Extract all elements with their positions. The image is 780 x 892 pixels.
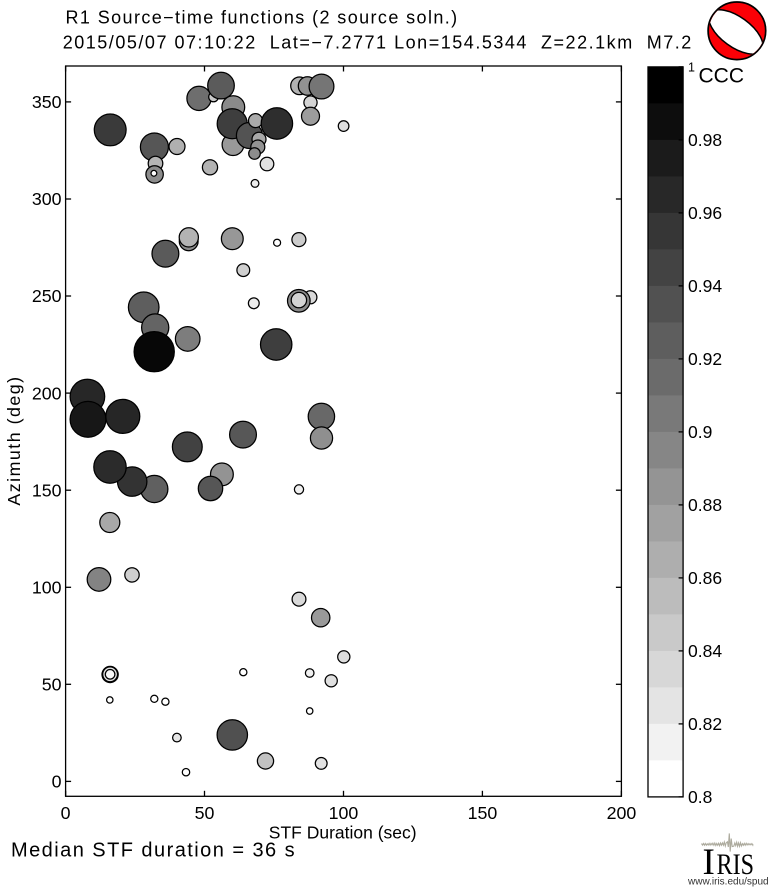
svg-text:RIS: RIS [717, 848, 755, 881]
svg-text:0: 0 [61, 803, 71, 823]
svg-text:250: 250 [32, 286, 62, 306]
svg-text:0.96: 0.96 [688, 203, 722, 223]
svg-text:0.9: 0.9 [688, 422, 712, 442]
svg-text:0.8: 0.8 [688, 787, 712, 807]
svg-text:CCC: CCC [699, 65, 745, 88]
svg-text:0.94: 0.94 [688, 276, 722, 296]
svg-text:300: 300 [32, 189, 62, 209]
svg-text:0.86: 0.86 [688, 568, 722, 588]
svg-text:150: 150 [32, 480, 62, 500]
svg-text:0.88: 0.88 [688, 495, 722, 515]
svg-text:100: 100 [32, 578, 62, 598]
svg-text:2015/05/07 07:10:22 Lat=−7.27: 2015/05/07 07:10:22 Lat=−7.2771 Lon=154.… [63, 33, 693, 53]
svg-text:50: 50 [195, 803, 215, 823]
svg-text:350: 350 [32, 92, 62, 112]
svg-text:0: 0 [52, 772, 62, 792]
svg-text:200: 200 [607, 803, 637, 823]
svg-text:Azimuth (deg): Azimuth (deg) [4, 375, 24, 505]
svg-text:STF Duration (sec): STF Duration (sec) [269, 823, 417, 843]
svg-text:0.82: 0.82 [688, 714, 722, 734]
svg-text:50: 50 [42, 675, 62, 695]
svg-text:150: 150 [468, 803, 498, 823]
svg-text:www.iris.edu/spud: www.iris.edu/spud [687, 876, 769, 887]
svg-text:0.98: 0.98 [688, 130, 722, 150]
svg-text:200: 200 [32, 383, 62, 403]
svg-text:R1 Source−time functions (2 so: R1 Source−time functions (2 source soln.… [66, 8, 459, 28]
svg-text:0.84: 0.84 [688, 641, 722, 661]
svg-text:I: I [703, 842, 715, 883]
svg-text:0.92: 0.92 [688, 349, 722, 369]
svg-text:Median STF duration = 36 s: Median STF duration = 36 s [11, 840, 296, 862]
svg-text:100: 100 [329, 803, 359, 823]
svg-text:1: 1 [688, 60, 695, 74]
